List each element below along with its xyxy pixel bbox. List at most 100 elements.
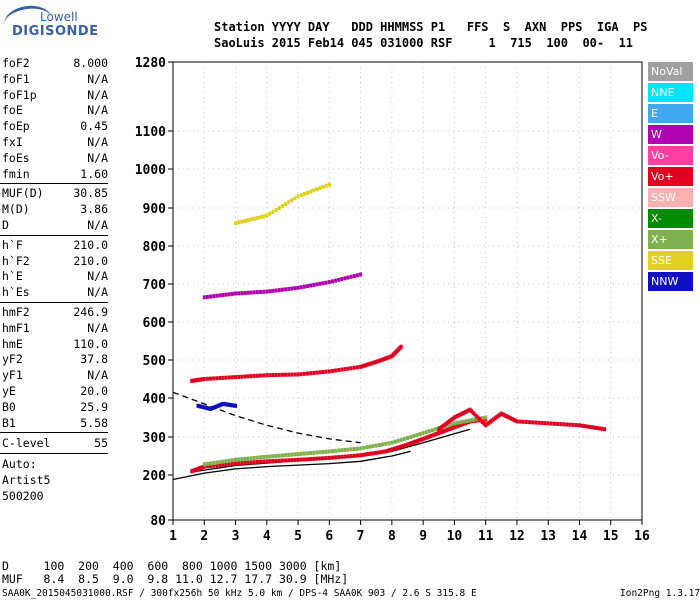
data-point [343, 367, 347, 372]
data-point [473, 412, 477, 417]
data-point [585, 424, 589, 429]
param-name: yF1 [2, 368, 23, 383]
x-tick-label: 3 [232, 529, 240, 544]
data-point [202, 295, 206, 300]
data-point [334, 368, 338, 373]
data-point [498, 412, 502, 417]
data-point [237, 461, 241, 466]
data-point [484, 423, 488, 428]
data-point [387, 441, 391, 446]
data-point [355, 446, 359, 451]
data-point [406, 435, 409, 440]
data-point [237, 374, 241, 379]
legend-item: X+ [648, 230, 693, 249]
data-point [424, 435, 428, 440]
data-point [280, 204, 284, 209]
data-point [321, 184, 325, 189]
data-point [315, 450, 319, 455]
data-point [374, 443, 378, 448]
legend-item: X- [648, 209, 693, 228]
data-point [410, 440, 414, 445]
y-tick-label: 300 [143, 431, 167, 446]
data-point [438, 426, 442, 431]
data-point [440, 424, 444, 429]
data-point [462, 419, 466, 424]
legend-item: SSE [648, 251, 693, 270]
data-point [259, 289, 263, 294]
data-point [321, 449, 325, 454]
data-point [302, 451, 306, 456]
data-point [330, 449, 334, 454]
y-tick-label: 200 [143, 469, 167, 484]
param-name: fxI [2, 135, 23, 149]
data-point [312, 282, 316, 287]
data-point [360, 364, 364, 369]
data-point [438, 430, 442, 435]
data-point [309, 457, 313, 462]
data-point [234, 375, 238, 380]
data-point [252, 455, 256, 460]
data-point [349, 454, 353, 459]
data-point [268, 373, 272, 378]
data-point [243, 460, 247, 465]
data-point [352, 274, 356, 279]
data-point [249, 456, 253, 461]
x-tick-label: 8 [388, 529, 396, 544]
data-point [252, 216, 256, 221]
data-point [427, 429, 431, 434]
data-point [237, 291, 241, 296]
param-value: N/A [87, 135, 108, 149]
data-point [271, 288, 275, 293]
data-point [454, 424, 458, 429]
plot-frame [172, 61, 643, 521]
data-point [381, 449, 385, 454]
data-point [315, 187, 319, 192]
data-point [324, 456, 328, 461]
data-point [274, 458, 278, 463]
data-point [395, 446, 399, 451]
data-point [501, 412, 505, 417]
data-point [305, 371, 309, 376]
param-name: MUF(D) [2, 186, 44, 201]
data-point [482, 417, 486, 422]
data-point [215, 376, 219, 381]
data-point [559, 422, 563, 427]
data-point [420, 437, 424, 442]
data-point [459, 412, 463, 417]
data-point [265, 454, 269, 459]
data-point [262, 373, 266, 378]
data-point [365, 362, 369, 367]
data-point [262, 455, 266, 460]
data-point [445, 421, 449, 426]
data-point [412, 434, 416, 439]
data-point [355, 453, 359, 458]
param-value: 30.85 [73, 186, 108, 201]
data-point [330, 279, 334, 284]
data-point [221, 459, 225, 464]
data-point [510, 417, 514, 422]
data-point [502, 413, 506, 418]
data-point [205, 294, 209, 299]
data-point [290, 286, 294, 291]
x-tick-label: 5 [294, 529, 302, 544]
data-point [531, 420, 535, 425]
data-point [259, 373, 263, 378]
y-tick-label: 900 [143, 202, 167, 217]
data-point [212, 376, 216, 381]
data-point [446, 427, 450, 432]
data-point [370, 361, 374, 366]
param-name: h`E [2, 269, 23, 284]
data-point [399, 444, 403, 449]
data-point [349, 447, 353, 452]
data-point [271, 209, 275, 214]
data-point [227, 292, 231, 297]
data-point [456, 420, 460, 425]
data-point [277, 288, 281, 293]
param-value: 5.58 [80, 415, 108, 430]
data-point [534, 420, 538, 425]
data-point [481, 416, 485, 421]
data-point [441, 429, 445, 434]
param-name: fmin [2, 166, 30, 181]
param-separator [0, 183, 108, 185]
data-point [362, 445, 366, 450]
